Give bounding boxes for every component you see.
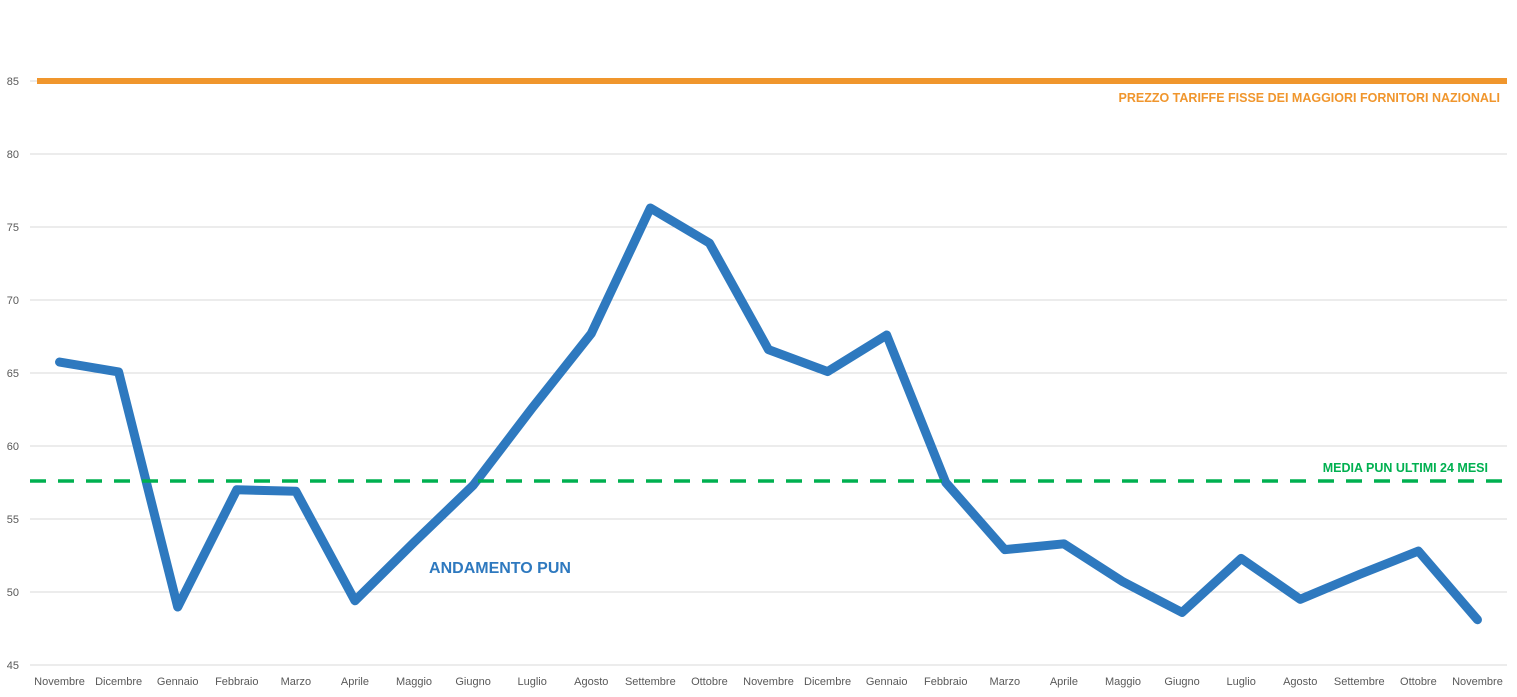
x-tick-label: Luglio (1226, 676, 1255, 688)
y-tick-label: 45 (7, 660, 19, 672)
x-tick-label: Luglio (518, 676, 547, 688)
x-tick-label: Novembre (34, 676, 85, 688)
y-tick-label: 70 (7, 295, 19, 307)
x-tick-label: Aprile (1050, 676, 1078, 688)
x-tick-label: Ottobre (691, 676, 728, 688)
gridlines (30, 80, 1507, 666)
x-tick-label: Marzo (990, 676, 1021, 688)
pun-series-label: ANDAMENTO PUN (429, 560, 571, 577)
pun-series-line (55, 203, 1482, 625)
y-tick-label: 60 (7, 441, 19, 453)
y-tick-label: 55 (7, 514, 19, 526)
y-tick-label: 50 (7, 587, 19, 599)
fixed-price-label: PREZZO TARIFFE FISSE DEI MAGGIORI FORNIT… (1119, 91, 1500, 105)
x-tick-label: Settembre (625, 676, 676, 688)
x-tick-label: Dicembre (804, 676, 851, 688)
y-tick-label: 80 (7, 149, 19, 161)
series-group (30, 78, 1507, 625)
x-tick-label: Gennaio (866, 676, 908, 688)
x-axis-ticks: Novembre Dicembre Gennaio Febbraio Marzo Apri… (34, 676, 1503, 688)
x-tick-label: Febbraio (215, 676, 258, 688)
x-tick-label: Febbraio (924, 676, 967, 688)
x-tick-label: Ottobre (1400, 676, 1437, 688)
x-tick-label: Giugno (1164, 676, 1199, 688)
x-tick-label: Marzo (281, 676, 312, 688)
x-tick-label: Aprile (341, 676, 369, 688)
x-tick-label: Maggio (1105, 676, 1141, 688)
x-tick-label: Novembre (743, 676, 794, 688)
x-tick-label: Dicembre (95, 676, 142, 688)
y-tick-label: 75 (7, 222, 19, 234)
x-tick-label: Maggio (396, 676, 432, 688)
y-tick-label: 85 (7, 76, 19, 88)
x-tick-label: Gennaio (157, 676, 199, 688)
x-tick-label: Agosto (1283, 676, 1317, 688)
x-tick-label: Giugno (455, 676, 490, 688)
y-tick-label: 65 (7, 368, 19, 380)
x-tick-label: Novembre (1452, 676, 1503, 688)
average-pun-label: MEDIA PUN ULTIMI 24 MESI (1323, 461, 1488, 475)
y-axis-ticks: 45 50 55 60 65 70 75 80 85 (7, 76, 19, 672)
x-tick-label: Agosto (574, 676, 608, 688)
x-tick-label: Settembre (1334, 676, 1385, 688)
